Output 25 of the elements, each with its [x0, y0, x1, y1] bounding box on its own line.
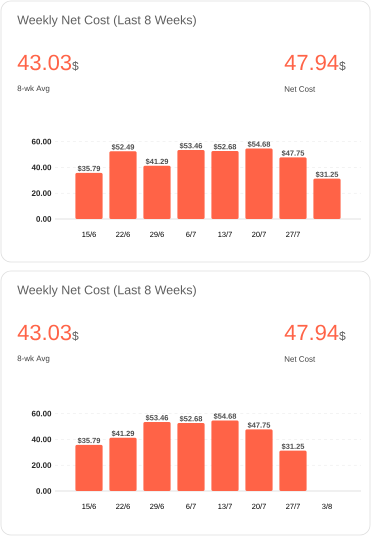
text: 47.94	[284, 54, 338, 70]
bar	[75, 444, 103, 492]
text: 47.94	[284, 324, 338, 340]
text: 43.03	[18, 324, 72, 340]
bar	[143, 422, 171, 492]
bar	[245, 429, 273, 492]
bar	[109, 438, 137, 492]
chart-title: Weekly Net Cost (Last 8 Weeks)	[17, 285, 196, 297]
text: $	[72, 331, 78, 341]
bar	[245, 148, 273, 220]
bar	[75, 172, 103, 220]
chart-title: Weekly Net Cost (Last 8 Weeks)	[17, 15, 196, 27]
bar	[279, 450, 307, 492]
bar	[279, 157, 307, 220]
text: $	[72, 61, 78, 71]
bar	[109, 151, 137, 220]
bar	[177, 150, 205, 220]
text: $	[339, 331, 346, 341]
bar	[143, 166, 171, 220]
bar	[211, 420, 239, 492]
bar	[313, 178, 341, 220]
text: $	[339, 61, 346, 71]
bar	[211, 151, 239, 220]
text: 43.03	[18, 54, 72, 70]
bar	[177, 423, 205, 492]
